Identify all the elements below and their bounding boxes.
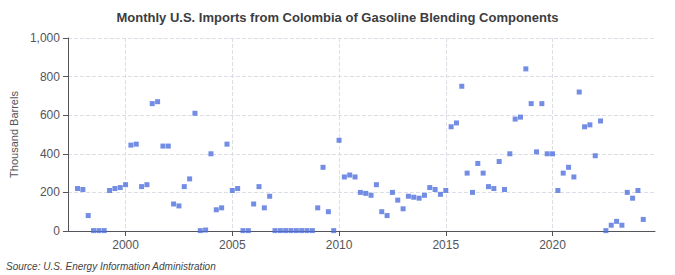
svg-text:2010: 2010: [326, 238, 353, 252]
svg-text:Thousand Barrels: Thousand Barrels: [8, 91, 20, 178]
svg-text:Monthly U.S. Imports from Colo: Monthly U.S. Imports from Colombia of Ga…: [116, 10, 558, 25]
svg-text:0: 0: [53, 224, 60, 238]
svg-text:2015: 2015: [432, 238, 459, 252]
svg-text:2005: 2005: [219, 238, 246, 252]
svg-text:800: 800: [40, 70, 60, 84]
svg-text:2000: 2000: [112, 238, 139, 252]
svg-text:400: 400: [40, 147, 60, 161]
svg-text:2020: 2020: [539, 238, 566, 252]
svg-text:Source: U.S. Energy Informatio: Source: U.S. Energy Information Administ…: [6, 261, 216, 272]
svg-text:200: 200: [40, 185, 60, 199]
svg-text:1,000: 1,000: [30, 31, 60, 45]
svg-text:600: 600: [40, 108, 60, 122]
